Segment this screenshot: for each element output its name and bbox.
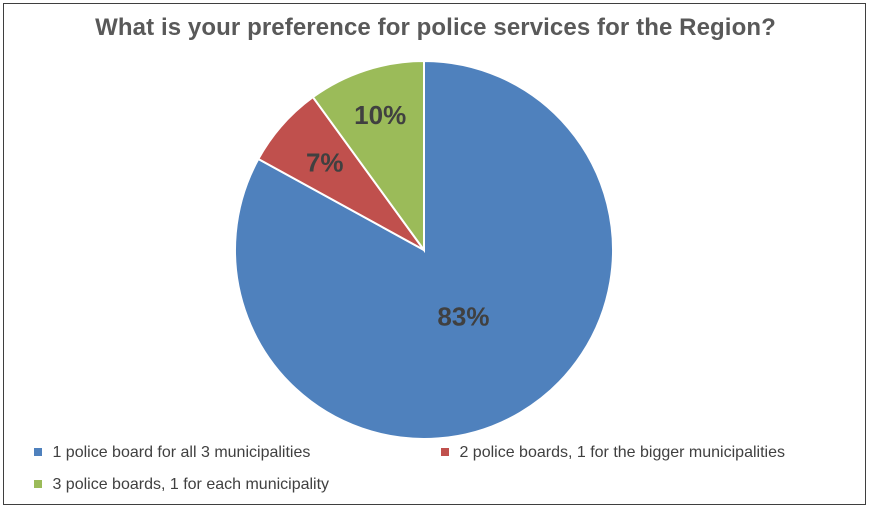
pie-data-labels: 83% 7% 10% [306, 100, 489, 332]
legend-item-2: 2 police boards, 1 for the bigger munici… [441, 444, 785, 462]
legend-label-2: 2 police boards, 1 for the bigger munici… [459, 444, 785, 461]
pie-slices [234, 59, 614, 440]
legend-swatch-2 [441, 448, 449, 456]
chart-frame: What is your preference for police servi… [3, 3, 866, 505]
pie-chart: 83% 7% 10% [234, 59, 614, 440]
legend-label-3: 3 police boards, 1 for each municipality [52, 476, 330, 493]
legend-item-1: 1 police board for all 3 municipalities [34, 444, 310, 462]
chart-title: What is your preference for police servi… [95, 14, 776, 41]
pie-data-label-1: 83% [437, 302, 489, 332]
legend-label-1: 1 police board for all 3 municipalities [52, 444, 311, 461]
pie-data-label-3: 10% [354, 100, 406, 130]
legend-item-3: 3 police boards, 1 for each municipality [34, 476, 329, 494]
pie-data-label-2: 7% [306, 148, 344, 178]
legend-swatch-3 [34, 480, 42, 488]
pie-slice-3 [311, 59, 425, 254]
legend-swatch-1 [34, 448, 42, 456]
